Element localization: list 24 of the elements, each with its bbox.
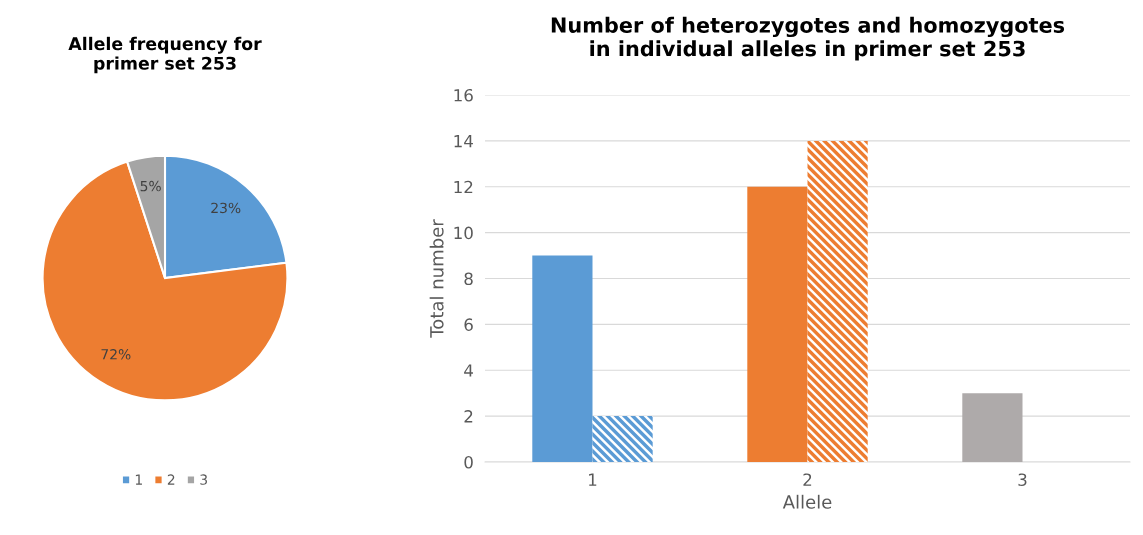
x-tick-label: 1 (589, 473, 597, 486)
y-tick-label: 6 (464, 318, 473, 331)
bar (807, 140, 868, 462)
bar (592, 416, 653, 462)
bar (962, 393, 1023, 462)
y-tick-label: 12 (454, 180, 473, 194)
y-axis-title: Total number (429, 219, 444, 338)
y-tick-label: 2 (464, 410, 473, 423)
y-tick-label: 14 (454, 135, 473, 148)
bar (747, 186, 808, 462)
chart-title: Allele frequency for primer set 253 (68, 36, 262, 74)
x-axis-title: Allele (782, 494, 832, 509)
data-label: 5% (140, 180, 161, 192)
y-tick-label: 8 (464, 272, 473, 286)
x-tick-label: 3 (1018, 473, 1027, 487)
chart-title: Number of heterozygotes and homozygotes in individual alleles in primer set 253 (551, 16, 1065, 61)
y-tick-label: 16 (454, 88, 473, 102)
y-tick-label: 10 (454, 226, 473, 240)
data-label: 72% (101, 349, 131, 360)
bar (532, 255, 593, 462)
y-tick-label: 0 (464, 455, 473, 469)
y-tick-label: 4 (464, 364, 473, 377)
x-tick-label: 2 (803, 473, 812, 486)
data-label: 23% (211, 202, 241, 214)
